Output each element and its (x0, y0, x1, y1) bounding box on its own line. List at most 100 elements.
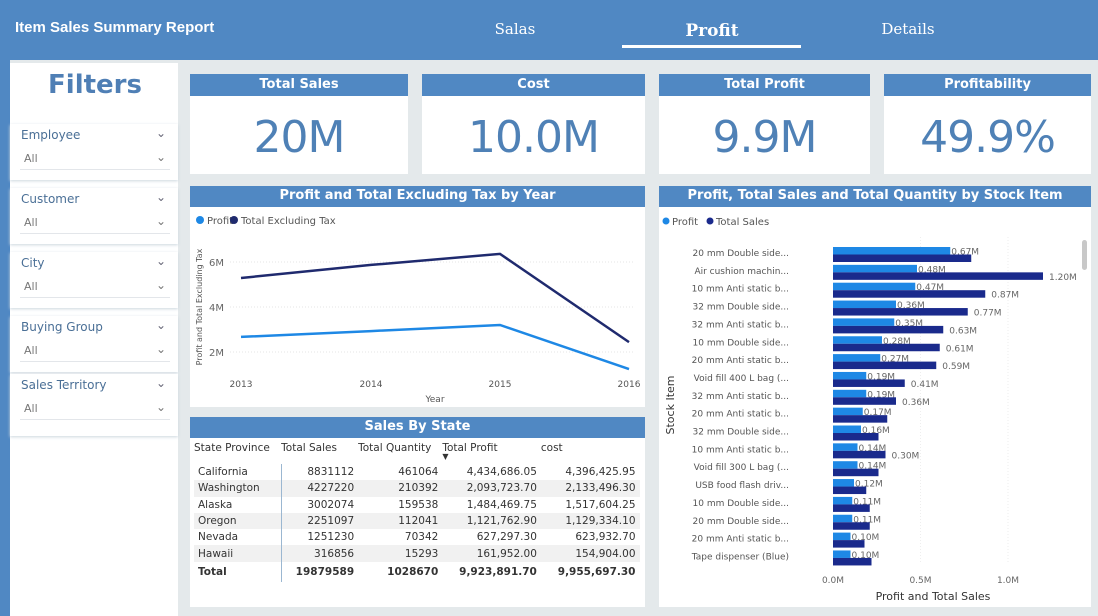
category-label: 32 mm Double side... (693, 428, 789, 438)
y-tick-label: 4M (209, 303, 224, 314)
tab-salas[interactable]: Salas (494, 20, 536, 38)
bar-total-sales[interactable] (833, 397, 896, 405)
bar-profit[interactable] (833, 300, 896, 309)
bar-profit[interactable] (833, 264, 917, 273)
scrollbar[interactable] (1082, 240, 1087, 270)
bar-profit[interactable] (833, 532, 851, 541)
legend-marker (230, 216, 238, 224)
bar-total-sales[interactable] (833, 557, 872, 566)
bar-profit[interactable] (833, 247, 951, 255)
bar-total-sales[interactable] (833, 540, 865, 548)
kpi-value: 20M (253, 112, 346, 163)
table-cell: 112041 (358, 512, 443, 530)
line-chart-panel: Profit and Total Excluding Tax by Year (190, 186, 645, 407)
kpi-card-total-sales: Total Sales 20M (190, 74, 408, 174)
category-label: 10 mm Anti static b... (692, 445, 789, 455)
legend-marker (662, 217, 670, 225)
bar-total-sales[interactable] (833, 522, 870, 530)
bar-total-sales[interactable] (833, 290, 986, 298)
table-cell: 15293 (358, 545, 443, 562)
column-header[interactable]: Total Profit ▼ (442, 438, 541, 464)
bar-total-sales[interactable] (833, 450, 886, 459)
legend-label: Total Sales (715, 217, 769, 228)
kpi-label: Total Sales (190, 74, 408, 96)
kpi-card-total-profit: Total Profit 9.9M (659, 74, 870, 174)
kpi-card-cost: Cost 10.0M (422, 74, 645, 174)
kpi-card-profitability: Profitability 49.9% (884, 74, 1091, 174)
slicer-value: All (24, 280, 38, 293)
bar-total-sales[interactable] (833, 504, 870, 512)
chevron-down-icon[interactable]: ⌄ (155, 126, 166, 140)
bar-total-sales[interactable] (833, 486, 867, 495)
column-header[interactable]: State Province (194, 438, 281, 464)
active-tab-indicator (622, 45, 801, 48)
bar-total-sales[interactable] (833, 433, 879, 441)
bar-profit[interactable] (833, 479, 854, 487)
bar-total-sales[interactable] (833, 343, 940, 352)
bar-total-sales[interactable] (833, 325, 944, 334)
data-label: 0.11M (853, 515, 881, 525)
line-series-total-excluding-tax (240, 252, 630, 344)
table-cell: 4227220 (281, 480, 359, 497)
bar-profit[interactable] (833, 336, 882, 344)
bar-profit[interactable] (833, 318, 895, 326)
bar-profit[interactable] (833, 443, 858, 451)
bar-total-sales[interactable] (833, 308, 968, 316)
bar-profit[interactable] (833, 461, 858, 469)
bar-chart-title: Profit, Total Sales and Total Quantity b… (659, 186, 1091, 207)
data-label: 0.59M (942, 362, 970, 372)
chevron-down-icon[interactable]: ⌄ (155, 376, 166, 390)
chevron-down-icon[interactable]: ⌄ (155, 254, 166, 268)
slicer-dropdown[interactable]: All ⌄ (20, 148, 170, 170)
bar-profit[interactable] (833, 407, 863, 416)
bar-profit[interactable] (833, 389, 867, 398)
column-header[interactable]: Total Quantity (358, 438, 442, 464)
data-label: 0.11M (853, 497, 881, 507)
bar-profit[interactable] (833, 371, 867, 380)
column-header[interactable]: Total Sales (281, 438, 358, 464)
bar-total-sales[interactable] (833, 361, 937, 370)
table-cell: 161,952.00 (442, 545, 541, 562)
bar-profit[interactable] (833, 354, 881, 362)
table-cell: 461064 (398, 466, 439, 479)
data-label: 0.14M (859, 444, 887, 454)
bar-total-sales[interactable] (833, 468, 879, 477)
kpi-label: Profitability (884, 74, 1091, 96)
legend-label: Profit (672, 217, 698, 228)
bar-total-sales[interactable] (833, 379, 905, 387)
legend-label: Profit (207, 216, 233, 227)
column-header-label: cost (540, 442, 563, 454)
category-label: Air cushion machin... (694, 267, 789, 277)
table-cell: 2,093,723.70 (442, 480, 541, 497)
data-label: 1.20M (1049, 273, 1077, 283)
column-header[interactable]: cost (541, 438, 640, 464)
data-label: 0.36M (902, 398, 930, 408)
slicer-dropdown[interactable]: All ⌄ (20, 276, 170, 298)
slicer-dropdown[interactable]: All ⌄ (20, 398, 170, 420)
bar-profit[interactable] (833, 550, 851, 558)
category-label: 32 mm Double side... (693, 303, 789, 313)
bar-total-sales[interactable] (833, 254, 972, 263)
chevron-down-icon[interactable]: ⌄ (155, 190, 166, 204)
bar-profit[interactable] (833, 282, 916, 291)
bar-profit[interactable] (833, 425, 861, 434)
bar-total-sales[interactable] (833, 272, 1043, 280)
data-label: 0.28M (883, 337, 911, 347)
tab-profit[interactable]: Profit (685, 21, 739, 41)
tab-details[interactable]: Details (881, 20, 935, 38)
category-label: 10 mm Double side... (693, 338, 789, 348)
chevron-down-icon[interactable]: ⌄ (155, 318, 166, 332)
slicer-value: All (24, 344, 38, 357)
total-cell: 9,923,891.70 (459, 565, 537, 578)
category-label: Void fill 400 L bag (... (694, 374, 789, 384)
bar-profit[interactable] (833, 514, 853, 523)
table-title: Sales By State (190, 417, 645, 438)
slicer-dropdown[interactable]: All ⌄ (20, 340, 170, 362)
bar-profit[interactable] (833, 496, 853, 505)
table-cell: 154,904.00 (540, 545, 640, 562)
column-header-label: Total Sales (281, 442, 337, 454)
slicer-dropdown[interactable]: All ⌄ (20, 212, 170, 234)
table-cell: 1,121,762.90 (442, 512, 541, 530)
bar-total-sales[interactable] (833, 415, 888, 423)
slicer-customer: Customer ⌄ All ⌄ (10, 188, 178, 244)
